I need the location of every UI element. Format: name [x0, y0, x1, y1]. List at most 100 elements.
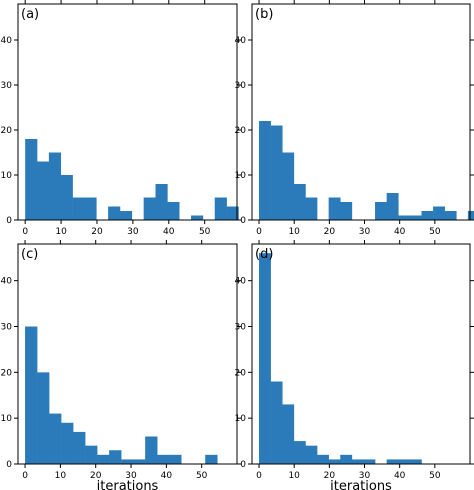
x-tick-label: 0 — [256, 471, 262, 481]
histogram-bar — [133, 459, 146, 464]
histogram-bar — [37, 372, 50, 464]
x-tick-label: 50 — [196, 471, 208, 481]
histogram-bar — [25, 326, 38, 464]
y-tick-label: 20 — [1, 126, 13, 136]
histogram-bar — [351, 459, 364, 464]
x-tick-label: 30 — [127, 227, 139, 237]
histogram-bar — [25, 139, 38, 220]
histogram-bar — [226, 206, 239, 220]
histogram-bar — [72, 197, 85, 220]
histogram-bar — [282, 152, 295, 220]
histogram-bar — [421, 211, 434, 220]
histogram-bar — [386, 193, 399, 220]
histogram-bar — [97, 454, 110, 464]
histogram-bar — [328, 197, 341, 220]
y-tick-label: 40 — [235, 36, 247, 46]
x-tick-label: 0 — [22, 471, 28, 481]
histogram-bar — [205, 454, 218, 464]
y-tick-label: 10 — [1, 171, 13, 181]
x-tick-label: 10 — [288, 227, 300, 237]
histogram-bar — [108, 206, 121, 220]
histogram-bar — [167, 202, 180, 220]
x-tick-label: 30 — [125, 471, 137, 481]
y-tick-label: 10 — [235, 171, 247, 181]
histogram-bar — [375, 202, 387, 220]
histogram-bar — [119, 211, 133, 220]
y-tick-label: 40 — [1, 277, 13, 287]
histogram-bar — [398, 459, 411, 464]
histogram-panel: 0 10 20 30 40 50 0 10 20 30 40 (b) — [235, 0, 474, 237]
x-tick-label: 0 — [256, 227, 262, 237]
panel-label: (d) — [255, 247, 273, 262]
histogram-panel: 0 10 20 30 40 50 0 10 20 30 40 (c) iterations — [1, 240, 241, 490]
histogram-bar — [317, 454, 329, 464]
x-axis-label: iterations — [97, 479, 159, 490]
x-tick-label: 10 — [55, 227, 67, 237]
histogram-bar — [191, 215, 204, 220]
histogram-bar — [363, 459, 376, 464]
y-tick-label: 10 — [1, 414, 13, 424]
histogram-bar — [169, 454, 182, 464]
histogram-bar — [409, 215, 422, 220]
histogram-bar — [328, 459, 341, 464]
x-tick-label: 10 — [55, 471, 67, 481]
axes-frame — [17, 3, 238, 221]
y-tick-label: 0 — [240, 216, 246, 226]
y-tick-label: 0 — [6, 216, 12, 226]
y-tick-label: 30 — [1, 323, 13, 333]
histogram-bar — [214, 197, 227, 220]
x-tick-label: 40 — [161, 471, 173, 481]
histogram-bar — [340, 454, 353, 464]
y-tick-label: 0 — [6, 460, 12, 470]
histogram-bar — [467, 211, 474, 220]
x-tick-label: 0 — [22, 227, 28, 237]
histogram-bar — [259, 121, 271, 220]
histogram-bar — [293, 441, 306, 464]
x-tick-label: 50 — [429, 227, 441, 237]
axes-frame — [17, 243, 238, 465]
y-tick-label: 0 — [240, 460, 246, 470]
histogram-bar — [305, 445, 318, 464]
histogram-bar — [60, 175, 73, 220]
histogram-bar — [282, 404, 295, 464]
x-tick-label: 20 — [90, 471, 102, 481]
histogram-bar — [109, 450, 122, 464]
y-tick-label: 30 — [1, 81, 13, 91]
y-tick-label: 40 — [235, 277, 247, 287]
x-tick-label: 40 — [163, 227, 175, 237]
x-tick-label: 30 — [359, 471, 371, 481]
histogram-bar — [409, 459, 422, 464]
histogram-bar — [85, 445, 98, 464]
y-tick-label: 30 — [235, 81, 247, 91]
histogram-bar — [444, 211, 457, 220]
panel-label: (b) — [255, 7, 273, 22]
y-tick-label: 20 — [235, 368, 247, 378]
panel-label: (c) — [21, 247, 38, 262]
histogram-bar — [386, 459, 399, 464]
histogram-bar — [270, 125, 283, 220]
histogram-bar — [61, 422, 74, 464]
x-tick-label: 30 — [359, 227, 371, 237]
histogram-panel: 0 10 20 30 40 50 0 10 20 30 40 (d) iterations — [235, 240, 474, 490]
axes-frame — [251, 3, 471, 221]
histogram-bar — [259, 253, 271, 464]
x-tick-label: 40 — [394, 227, 406, 237]
x-tick-label: 20 — [91, 227, 103, 237]
histogram-bar — [157, 454, 170, 464]
x-tick-label: 10 — [288, 471, 300, 481]
histogram-bar — [145, 436, 158, 464]
y-tick-label: 10 — [235, 414, 247, 424]
x-tick-label: 40 — [394, 471, 406, 481]
histogram-bar — [305, 197, 318, 220]
histogram-bar — [49, 413, 62, 464]
y-tick-label: 20 — [1, 368, 13, 378]
x-tick-label: 50 — [199, 227, 211, 237]
histogram-bar — [48, 152, 62, 220]
y-tick-label: 30 — [235, 323, 247, 333]
x-axis-label: iterations — [330, 479, 392, 490]
histogram-bar — [293, 184, 306, 220]
histogram-bar — [340, 202, 353, 220]
histogram-bar — [84, 197, 97, 220]
panel-label: (a) — [21, 7, 39, 22]
